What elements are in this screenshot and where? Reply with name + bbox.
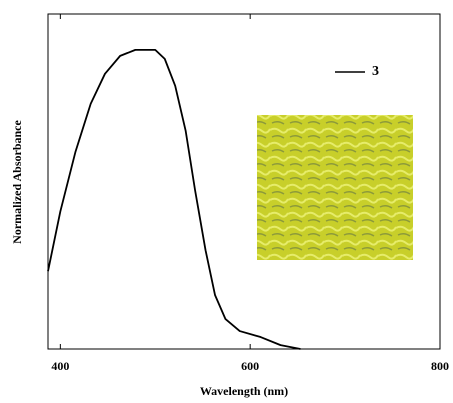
inset-image <box>257 115 413 260</box>
legend-label: 3 <box>372 64 379 79</box>
plot-frame <box>47 13 441 350</box>
x-tick-label: 400 <box>51 359 69 373</box>
y-axis-label: Normalized Absorbance <box>10 119 24 243</box>
x-tick-label: 600 <box>241 359 259 373</box>
x-tick-label: 800 <box>431 359 449 373</box>
x-axis-label: Wavelength (nm) <box>200 384 288 398</box>
data-line <box>47 48 301 350</box>
